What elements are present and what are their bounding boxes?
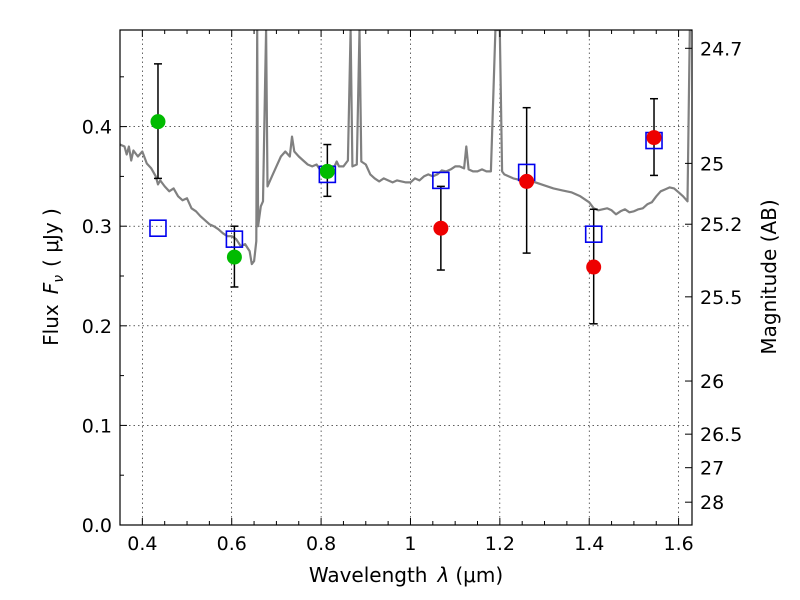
photometry-points xyxy=(150,114,662,275)
magnitude-axis-ticks: 24.7 25 25.2 25.5 26 26.5 27 28 xyxy=(685,38,742,514)
photometry-point xyxy=(150,114,166,130)
plot-background xyxy=(120,30,692,525)
spectrum-layer xyxy=(120,30,692,266)
magnitude-tick-label: 27 xyxy=(700,458,724,480)
x-tick-label: 1 xyxy=(404,533,416,555)
x-axis-label: Wavelength λ (μm) xyxy=(309,563,503,587)
magnitude-tick-label: 25 xyxy=(700,153,724,175)
photometry-point xyxy=(433,220,449,236)
x-tick-label: 0.6 xyxy=(217,533,247,555)
photometry-point xyxy=(519,173,535,189)
x-tick-label: 0.8 xyxy=(306,533,336,555)
photometry-point xyxy=(586,259,602,275)
magnitude-tick-label: 26 xyxy=(700,371,724,393)
x-tick-label: 0.4 xyxy=(127,533,157,555)
model-square xyxy=(584,225,603,243)
magnitude-tick-label: 25.2 xyxy=(700,214,742,236)
plot-frame xyxy=(119,29,693,526)
x-axis-ticks: 0.4 0.6 0.8 1 1.2 1.4 1.6 xyxy=(119,30,694,555)
y-tick-label: 0.0 xyxy=(82,515,112,537)
photometry-point xyxy=(226,249,242,265)
magnitude-tick-label: 28 xyxy=(700,492,724,514)
photometry-point xyxy=(646,130,662,146)
x-tick-label: 1.6 xyxy=(663,533,693,555)
model-square xyxy=(432,171,450,190)
magnitude-tick-label: 24.7 xyxy=(700,38,742,60)
model-square xyxy=(225,230,244,248)
y-tick-label: 0.1 xyxy=(82,415,112,437)
magnitude-tick-label: 25.5 xyxy=(700,287,742,309)
y-tick-label: 0.2 xyxy=(82,316,112,338)
x-tick-label: 1.4 xyxy=(574,533,604,555)
magnitude-tick-label: 26.5 xyxy=(700,424,742,446)
y-axis-label: FluxFν( μJy ) xyxy=(39,208,67,346)
photometry-point xyxy=(319,163,335,179)
magnitude-axis-label: Magnitude (AB) xyxy=(757,199,781,354)
y-axis-ticks: 0.0 0.1 0.2 0.3 0.4 xyxy=(82,76,127,537)
x-tick-label: 1.2 xyxy=(485,533,515,555)
y-tick-label: 0.4 xyxy=(82,117,112,139)
y-tick-label: 0.3 xyxy=(82,216,112,238)
spectrum-line xyxy=(120,30,692,266)
model-square xyxy=(149,219,167,237)
